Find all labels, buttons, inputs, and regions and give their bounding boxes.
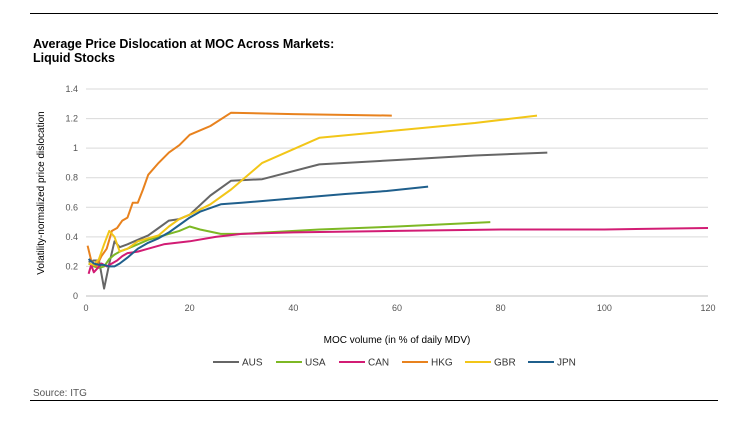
legend: AUS USA CAN HKG GBR JPN <box>213 358 576 369</box>
x-tick-label: 20 <box>185 303 195 313</box>
source-note: Source: ITG <box>33 388 87 399</box>
legend-label-gbr: GBR <box>494 358 516 369</box>
y-tick-label: 1.4 <box>65 84 78 94</box>
gridlines <box>86 88 708 267</box>
y-tick-label: 0.4 <box>65 232 78 242</box>
legend-label-jpn: JPN <box>557 358 576 369</box>
legend-label-aus: AUS <box>242 358 263 369</box>
series-line-can <box>87 227 709 275</box>
y-tick-label: 1.2 <box>65 114 78 124</box>
y-tick-label: 1 <box>73 143 78 153</box>
series-line-usa <box>88 221 491 269</box>
y-axis-label: Volatility-normalized price dislocation <box>36 111 47 274</box>
x-tick-label: 0 <box>83 303 88 313</box>
axes: 0 0.2 0.4 0.6 0.8 1 1.2 1.4 0 20 40 60 80 100 120 <box>65 84 715 313</box>
chart-title-line2: Liquid Stocks <box>33 51 115 65</box>
x-tick-label: 80 <box>496 303 506 313</box>
y-tick-label: 0 <box>73 291 78 301</box>
y-tick-label: 0.6 <box>65 202 78 212</box>
bottom-rule <box>30 400 718 401</box>
chart-title: Average Price Dislocation at MOC Across … <box>33 37 334 65</box>
y-tick-label: 0.2 <box>65 261 78 271</box>
legend-label-hkg: HKG <box>431 358 453 369</box>
y-tick-label: 0.8 <box>65 173 78 183</box>
series-lines <box>86 111 709 290</box>
x-tick-label: 60 <box>392 303 402 313</box>
x-tick-label: 100 <box>597 303 612 313</box>
chart-title-line1: Average Price Dislocation at MOC Across … <box>33 37 335 51</box>
x-axis-label: MOC volume (in % of daily MDV) <box>324 335 471 346</box>
legend-label-can: CAN <box>368 358 389 369</box>
top-rule <box>30 13 718 14</box>
series-line-aus <box>88 151 548 290</box>
series-line-hkg <box>86 111 392 268</box>
series-line-gbr <box>88 114 538 266</box>
x-tick-label: 40 <box>288 303 298 313</box>
series-line-jpn <box>87 185 429 268</box>
x-tick-label: 120 <box>700 303 715 313</box>
legend-label-usa: USA <box>305 358 326 369</box>
